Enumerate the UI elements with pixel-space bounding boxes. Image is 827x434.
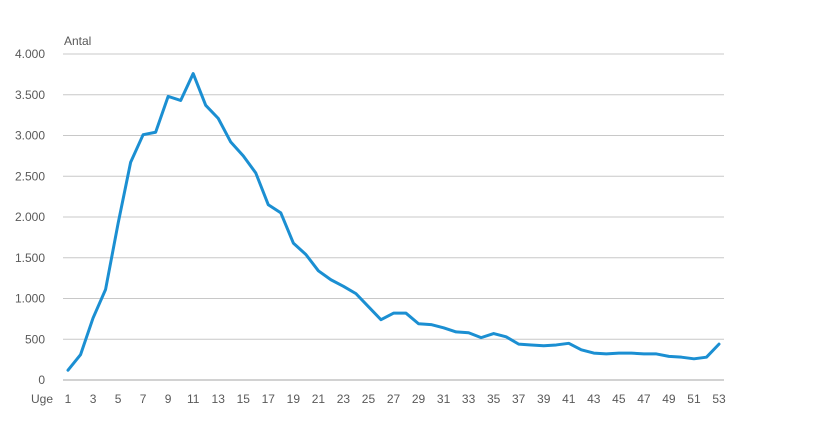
x-tick-label: 45 xyxy=(612,392,626,406)
y-tick-label: 2.500 xyxy=(15,169,45,183)
grid-lines xyxy=(63,53,724,340)
y-tick-label: 4.000 xyxy=(15,47,45,61)
x-tick-label: 17 xyxy=(262,392,276,406)
x-tick-label: 35 xyxy=(487,392,501,406)
x-tick-label: 43 xyxy=(587,392,601,406)
x-tick-label: 29 xyxy=(412,392,426,406)
x-tick-label: 25 xyxy=(362,392,376,406)
x-tick-label: 49 xyxy=(662,392,676,406)
x-tick-label: 53 xyxy=(712,392,726,406)
x-tick-label: 21 xyxy=(312,392,326,406)
x-tick-label: 11 xyxy=(187,392,200,406)
x-tick-label: 23 xyxy=(337,392,351,406)
x-tick-label: 37 xyxy=(512,392,526,406)
y-tick-label: 1.500 xyxy=(15,251,45,265)
x-tick-label: 41 xyxy=(562,392,576,406)
x-tick-label: 1 xyxy=(65,392,72,406)
x-tick-label: 9 xyxy=(165,392,172,406)
series-lines xyxy=(66,72,721,372)
x-tick-label: 27 xyxy=(387,392,401,406)
x-tick-label: 3 xyxy=(90,392,97,406)
x-axis-label: Uge xyxy=(31,392,53,406)
x-tick-label: 13 xyxy=(212,392,226,406)
x-tick-label: 47 xyxy=(637,392,651,406)
y-tick-labels: 0 500 1.000 1.500 2.000 2.500 3.000 3.500 4.000 xyxy=(15,47,45,387)
y-tick-label: 0 xyxy=(38,373,45,387)
y-tick-label: 500 xyxy=(25,332,45,346)
series-line xyxy=(66,72,721,372)
y-tick-label: 3.000 xyxy=(15,129,45,143)
x-tick-label: 33 xyxy=(462,392,476,406)
y-tick-label: 1.000 xyxy=(15,292,45,306)
x-tick-label: 5 xyxy=(115,392,122,406)
x-tick-label: 31 xyxy=(437,392,451,406)
x-tick-label: 51 xyxy=(687,392,701,406)
x-tick-label: 7 xyxy=(140,392,147,406)
y-tick-label: 2.000 xyxy=(15,210,45,224)
x-tick-label: 15 xyxy=(237,392,251,406)
x-tick-label: 19 xyxy=(287,392,301,406)
x-tick-labels: 1 3 5 7 9 11 13 15 17 19 21 23 25 27 29 31 33 35 37 39 41 43 4… xyxy=(65,392,726,406)
y-tick-label: 3.500 xyxy=(15,88,45,102)
y-axis-label: Antal xyxy=(64,34,91,48)
x-tick-label: 39 xyxy=(537,392,551,406)
